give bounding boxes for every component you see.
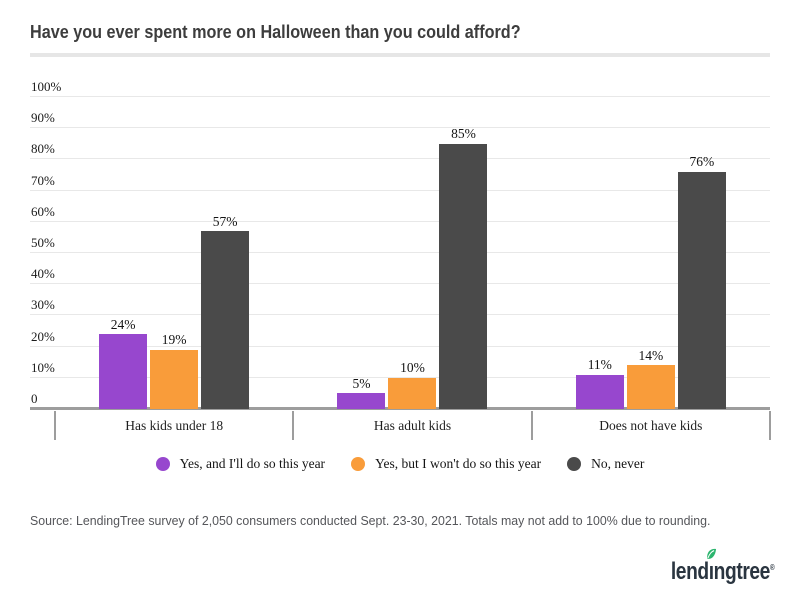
x-axis-tick [292, 411, 295, 440]
y-tick-label: 30% [31, 297, 55, 313]
bar-value-label: 76% [689, 154, 715, 170]
bar-group: 5% 10% 85% [293, 97, 531, 409]
gridline [30, 96, 770, 97]
bar-column: 85% [439, 126, 488, 409]
gridline [30, 376, 770, 378]
bar-value-label: 11% [587, 357, 612, 373]
y-tick-label: 80% [31, 141, 55, 157]
category-label: Has kids under 18 [125, 418, 224, 433]
source-note: Source: LendingTree survey of 2,050 cons… [30, 513, 711, 528]
bar-group: 24% 19% 57% [55, 97, 293, 409]
gridline [30, 127, 770, 129]
bar [575, 374, 624, 409]
category-label: Does not have kids [599, 418, 703, 433]
bar-value-label: 57% [212, 213, 238, 229]
bar-group: 11% 14% 76% [532, 97, 770, 409]
bar [99, 334, 148, 409]
y-tick-label: 50% [31, 235, 55, 250]
x-axis-tick [54, 411, 56, 440]
bar-value-label: 14% [638, 347, 664, 363]
bar-value-label: 10% [400, 360, 425, 376]
legend-label: No, never [591, 456, 645, 471]
legend-item: Yes, and I'll do so this year [155, 456, 326, 472]
bar [439, 143, 488, 409]
y-tick-label: 60% [31, 203, 55, 219]
bar [337, 393, 386, 409]
bar [677, 171, 726, 409]
bar [388, 377, 437, 409]
bar-column: 57% [201, 213, 250, 409]
y-tick-label: 100% [31, 79, 62, 94]
legend-label: Yes, but I won't do so this year [375, 456, 542, 471]
bar-column: 5% [337, 375, 386, 409]
x-axis-tick [530, 411, 533, 440]
legend: Yes, and I'll do so this year Yes, but I … [30, 456, 770, 472]
y-tick-label: 20% [31, 328, 55, 344]
logo-text-i: ı [708, 558, 714, 585]
gridline [30, 189, 770, 191]
legend-marker [155, 457, 170, 471]
bar-column: 10% [388, 360, 437, 409]
bar-column: 14% [626, 347, 675, 409]
gridline [30, 252, 770, 253]
gridline [30, 158, 770, 160]
bar-value-label: 85% [451, 126, 476, 142]
bar-column: 24% [99, 316, 148, 409]
legend-item: Yes, but I won't do so this year [351, 456, 541, 472]
bar [626, 365, 675, 409]
leaf-icon [707, 548, 717, 559]
bar-value-label: 24% [110, 316, 136, 332]
y-tick-label: 40% [31, 266, 55, 282]
legend-marker [351, 457, 366, 471]
bar-column: 19% [150, 332, 199, 409]
bar-value-label: 19% [161, 332, 187, 348]
bar [201, 231, 250, 409]
bar [150, 349, 199, 409]
plot-area: 100% 90% 80% 70% 60% 50% 40% 30% 20% 10% 0 24% 19% 57… [30, 80, 770, 410]
y-tick-label: 0 [31, 391, 38, 406]
gridline [30, 345, 770, 347]
legend-label: Yes, and I'll do so this year [179, 456, 326, 471]
y-tick-label: 70% [31, 172, 55, 188]
logo-letter-i: ı [707, 548, 717, 586]
legend-marker [567, 457, 582, 471]
logo-text-post: ngtree [713, 558, 770, 585]
bar-value-label: 5% [352, 375, 371, 391]
category-label: Has adult kids [373, 418, 452, 433]
gridline [30, 220, 770, 222]
lendingtree-logo: lend ıngtree® [670, 548, 775, 586]
y-tick-label: 10% [31, 359, 55, 375]
title-divider [30, 53, 770, 57]
bar-column: 11% [575, 357, 624, 409]
gridline [30, 283, 770, 285]
x-axis: Has kids under 18 Has adult kids Does not … [30, 409, 771, 443]
legend-item: No, never [567, 456, 644, 472]
registered-mark: ® [769, 563, 775, 572]
bar-column: 76% [677, 154, 726, 409]
gridline [30, 314, 770, 316]
y-tick-label: 90% [31, 110, 55, 126]
chart-title: Have you ever spent more on Halloween th… [30, 22, 521, 42]
x-axis-tick [769, 411, 771, 440]
logo-text-pre: lend [670, 558, 709, 585]
